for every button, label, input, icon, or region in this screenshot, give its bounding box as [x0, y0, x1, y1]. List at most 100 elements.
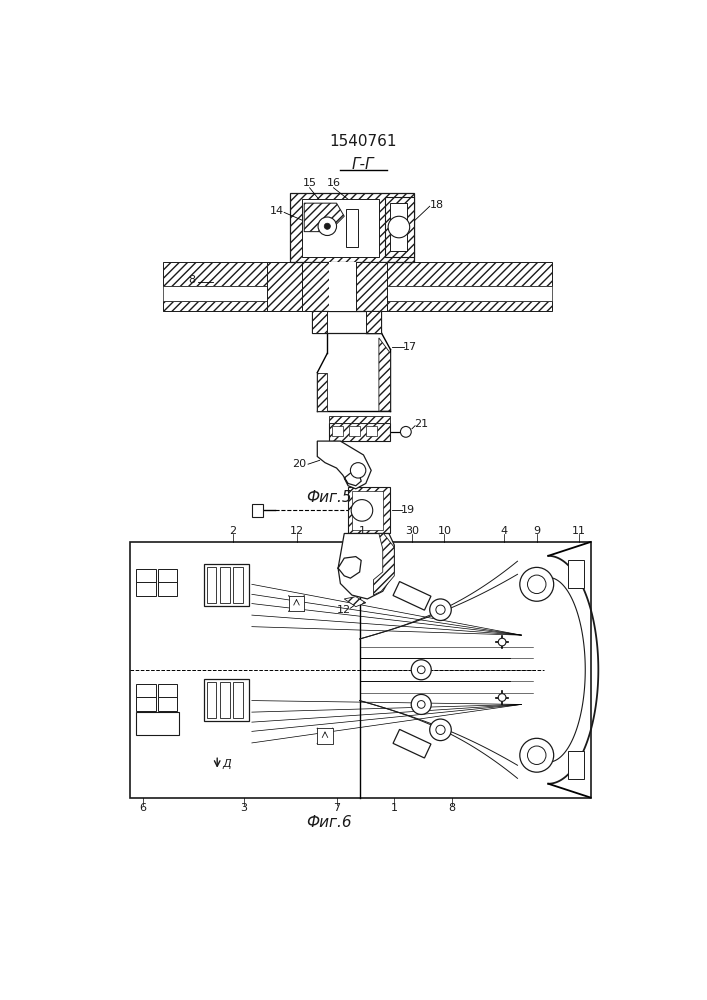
Bar — [233, 682, 243, 718]
Text: 16: 16 — [327, 178, 341, 188]
Text: 7: 7 — [333, 803, 340, 813]
Text: 15: 15 — [303, 178, 317, 188]
Text: 1: 1 — [391, 803, 398, 813]
Text: 20: 20 — [293, 459, 307, 469]
Text: 19: 19 — [401, 505, 415, 515]
Polygon shape — [329, 416, 390, 423]
Bar — [568, 560, 585, 588]
Text: 8: 8 — [188, 275, 195, 285]
Polygon shape — [291, 193, 414, 262]
Polygon shape — [385, 197, 414, 257]
Text: 12: 12 — [289, 526, 303, 536]
Circle shape — [351, 500, 373, 521]
Polygon shape — [393, 582, 431, 610]
Bar — [207, 682, 216, 718]
Circle shape — [436, 725, 445, 734]
Bar — [136, 582, 156, 596]
Text: 18: 18 — [430, 200, 444, 210]
Circle shape — [430, 719, 451, 741]
Bar — [288, 596, 304, 611]
Polygon shape — [348, 487, 390, 533]
Bar — [233, 567, 243, 603]
Polygon shape — [163, 301, 552, 311]
Polygon shape — [317, 373, 327, 411]
Polygon shape — [304, 203, 344, 232]
Polygon shape — [267, 262, 302, 311]
Bar — [158, 582, 177, 596]
Text: 1: 1 — [358, 526, 366, 536]
Polygon shape — [344, 597, 366, 607]
Bar — [158, 569, 177, 583]
Text: 12: 12 — [337, 605, 351, 615]
Text: 1540761: 1540761 — [329, 134, 397, 149]
Bar — [390, 203, 407, 251]
Text: 30: 30 — [405, 526, 419, 536]
Circle shape — [417, 701, 425, 708]
Bar — [221, 567, 230, 603]
Bar — [568, 751, 585, 779]
Text: 17: 17 — [402, 342, 416, 352]
Bar — [158, 697, 177, 711]
Circle shape — [325, 223, 330, 229]
Text: 3: 3 — [240, 803, 247, 813]
Polygon shape — [356, 262, 387, 311]
Bar — [136, 712, 179, 735]
Polygon shape — [338, 533, 395, 599]
Polygon shape — [329, 423, 390, 441]
Bar — [302, 199, 379, 257]
Bar — [204, 564, 249, 606]
Bar — [252, 504, 264, 517]
Bar — [204, 679, 249, 721]
Circle shape — [318, 217, 337, 235]
Bar — [332, 426, 343, 436]
Text: 11: 11 — [572, 526, 586, 536]
Text: Д: Д — [223, 759, 232, 769]
Polygon shape — [163, 262, 552, 286]
Circle shape — [400, 426, 411, 437]
Text: 2: 2 — [229, 526, 236, 536]
Bar — [317, 728, 333, 744]
Text: 14: 14 — [269, 206, 284, 216]
Bar — [207, 567, 216, 603]
Circle shape — [527, 746, 546, 764]
Text: 21: 21 — [414, 419, 428, 429]
Bar — [136, 684, 156, 698]
Polygon shape — [366, 311, 381, 333]
Circle shape — [520, 567, 554, 601]
Circle shape — [411, 694, 431, 714]
Circle shape — [498, 694, 506, 701]
Bar — [221, 682, 230, 718]
Circle shape — [388, 216, 409, 238]
Polygon shape — [379, 338, 390, 411]
Polygon shape — [373, 533, 395, 595]
Text: Фиг.6: Фиг.6 — [306, 815, 351, 830]
Text: 8: 8 — [448, 803, 455, 813]
Circle shape — [351, 463, 366, 478]
Polygon shape — [302, 262, 329, 311]
Bar — [349, 426, 360, 436]
Bar — [130, 542, 590, 798]
Polygon shape — [317, 441, 371, 489]
Text: Г-Г: Г-Г — [351, 157, 374, 172]
Circle shape — [527, 575, 546, 594]
Bar — [352, 491, 382, 530]
Bar — [366, 426, 377, 436]
Bar — [329, 262, 356, 311]
Bar — [158, 684, 177, 698]
Text: 10: 10 — [438, 526, 451, 536]
Circle shape — [411, 660, 431, 680]
Text: 9: 9 — [533, 526, 540, 536]
Bar — [136, 569, 156, 583]
Text: 6: 6 — [139, 803, 146, 813]
Circle shape — [417, 666, 425, 674]
Text: 4: 4 — [501, 526, 508, 536]
Polygon shape — [393, 729, 431, 758]
Bar — [346, 209, 358, 247]
Circle shape — [430, 599, 451, 620]
Bar — [312, 311, 381, 333]
Bar — [163, 286, 552, 301]
Text: Фиг.5: Фиг.5 — [306, 490, 351, 505]
Bar — [136, 697, 156, 711]
Circle shape — [498, 638, 506, 646]
Circle shape — [436, 605, 445, 614]
